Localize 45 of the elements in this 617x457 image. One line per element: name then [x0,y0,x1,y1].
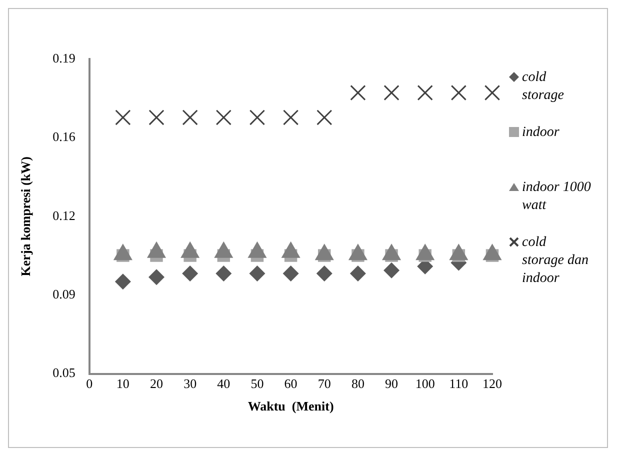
point [384,84,400,101]
legend-label: cold storage [522,69,565,105]
point [417,84,433,101]
point [148,269,164,286]
x-tick-label: 120 [482,376,502,392]
point [282,110,299,126]
x-tick-label: 110 [449,376,468,392]
x-tick-label: 0 [86,376,93,392]
point [249,110,266,126]
point [316,266,332,282]
x-tick-label: 80 [351,376,364,392]
point [484,84,500,101]
point [115,110,131,126]
point [249,266,266,282]
x-tick-label: 60 [284,376,298,392]
x-axis-title: Waktu (Menit) [248,398,334,414]
x-tick-label: 70 [318,376,331,392]
y-tick-label: 0.09 [52,286,76,302]
point [316,110,332,126]
point [350,266,366,282]
x-tick-label: 50 [250,376,264,392]
point [282,266,299,282]
point [450,84,466,101]
point [384,262,400,278]
x-tick-label: 10 [116,376,130,392]
y-axis-title: Kerja kompresi (kW) [18,156,34,276]
point [182,110,198,126]
y-tick-label: 0.19 [52,50,76,66]
legend-label: cold storage dan indoor [522,234,590,288]
point [350,84,366,101]
point [216,110,232,126]
legend-label: indoor 1000 watt [522,179,591,215]
point [114,274,131,290]
y-tick-label: 0.05 [52,365,76,380]
point [216,266,232,282]
x-tick-label: 100 [415,376,435,392]
point [148,110,164,126]
x-tick-label: 90 [385,376,398,392]
y-tick-label: 0.12 [52,208,76,223]
legend-label: indoor [522,124,560,142]
y-tick-label: 0.16 [52,129,76,144]
point [182,266,198,282]
x-tick-label: 40 [217,376,230,392]
x-tick-label: 30 [184,376,197,392]
x-tick-label: 20 [150,376,163,392]
